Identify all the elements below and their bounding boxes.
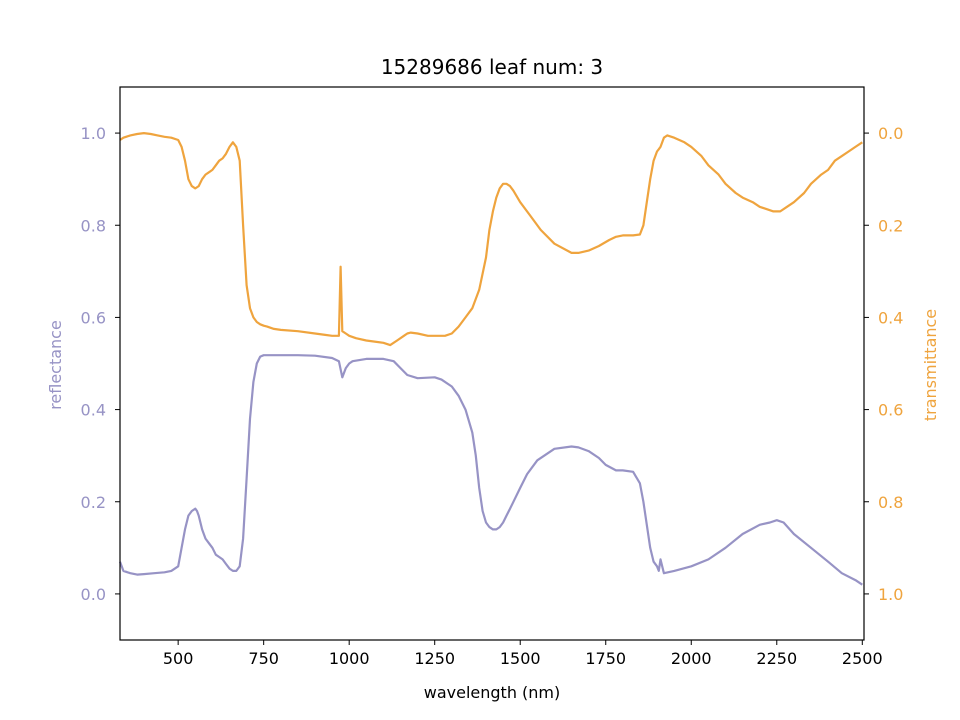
x-tick-label: 1750 (585, 649, 626, 668)
x-tick-label: 1000 (329, 649, 370, 668)
y-right-tick-label: 0.8 (878, 493, 903, 512)
y-left-tick-label: 0.8 (81, 216, 106, 235)
y-right-tick-label: 0.6 (878, 401, 903, 420)
x-tick-label: 500 (163, 649, 194, 668)
x-tick-label: 1500 (500, 649, 541, 668)
y-axis-right: 0.0 0.2 0.4 0.6 0.8 1.0 (864, 124, 903, 604)
y-axis-left: 0.0 0.2 0.4 0.6 0.8 1.0 (81, 124, 120, 604)
x-tick-label: 2500 (842, 649, 883, 668)
x-tick-label: 2250 (756, 649, 797, 668)
x-tick-label: 1250 (414, 649, 455, 668)
y-axis-right-label: transmittance (921, 309, 940, 421)
plot-frame (119, 86, 865, 641)
y-right-tick-label: 0.0 (878, 124, 903, 143)
x-tick-label: 750 (248, 649, 279, 668)
plot-area (118, 132, 863, 586)
transmittance-line (119, 132, 863, 347)
y-left-tick-label: 0.6 (81, 308, 106, 327)
x-axis-label: wavelength (nm) (424, 683, 561, 702)
y-left-tick-label: 0.4 (81, 401, 106, 420)
y-right-tick-label: 0.4 (878, 308, 903, 327)
reflectance-line (118, 354, 863, 586)
chart-title: 15289686 leaf num: 3 (381, 55, 603, 79)
x-axis: 500 750 1000 1250 1500 1750 2000 2250 2500 (163, 640, 883, 668)
y-right-tick-label: 0.2 (878, 216, 903, 235)
y-left-tick-label: 1.0 (81, 124, 106, 143)
y-right-tick-label: 1.0 (878, 585, 903, 604)
y-axis-left-label: reflectance (46, 320, 65, 410)
x-tick-label: 2000 (671, 649, 712, 668)
y-left-tick-label: 0.0 (81, 585, 106, 604)
y-left-tick-label: 0.2 (81, 493, 106, 512)
